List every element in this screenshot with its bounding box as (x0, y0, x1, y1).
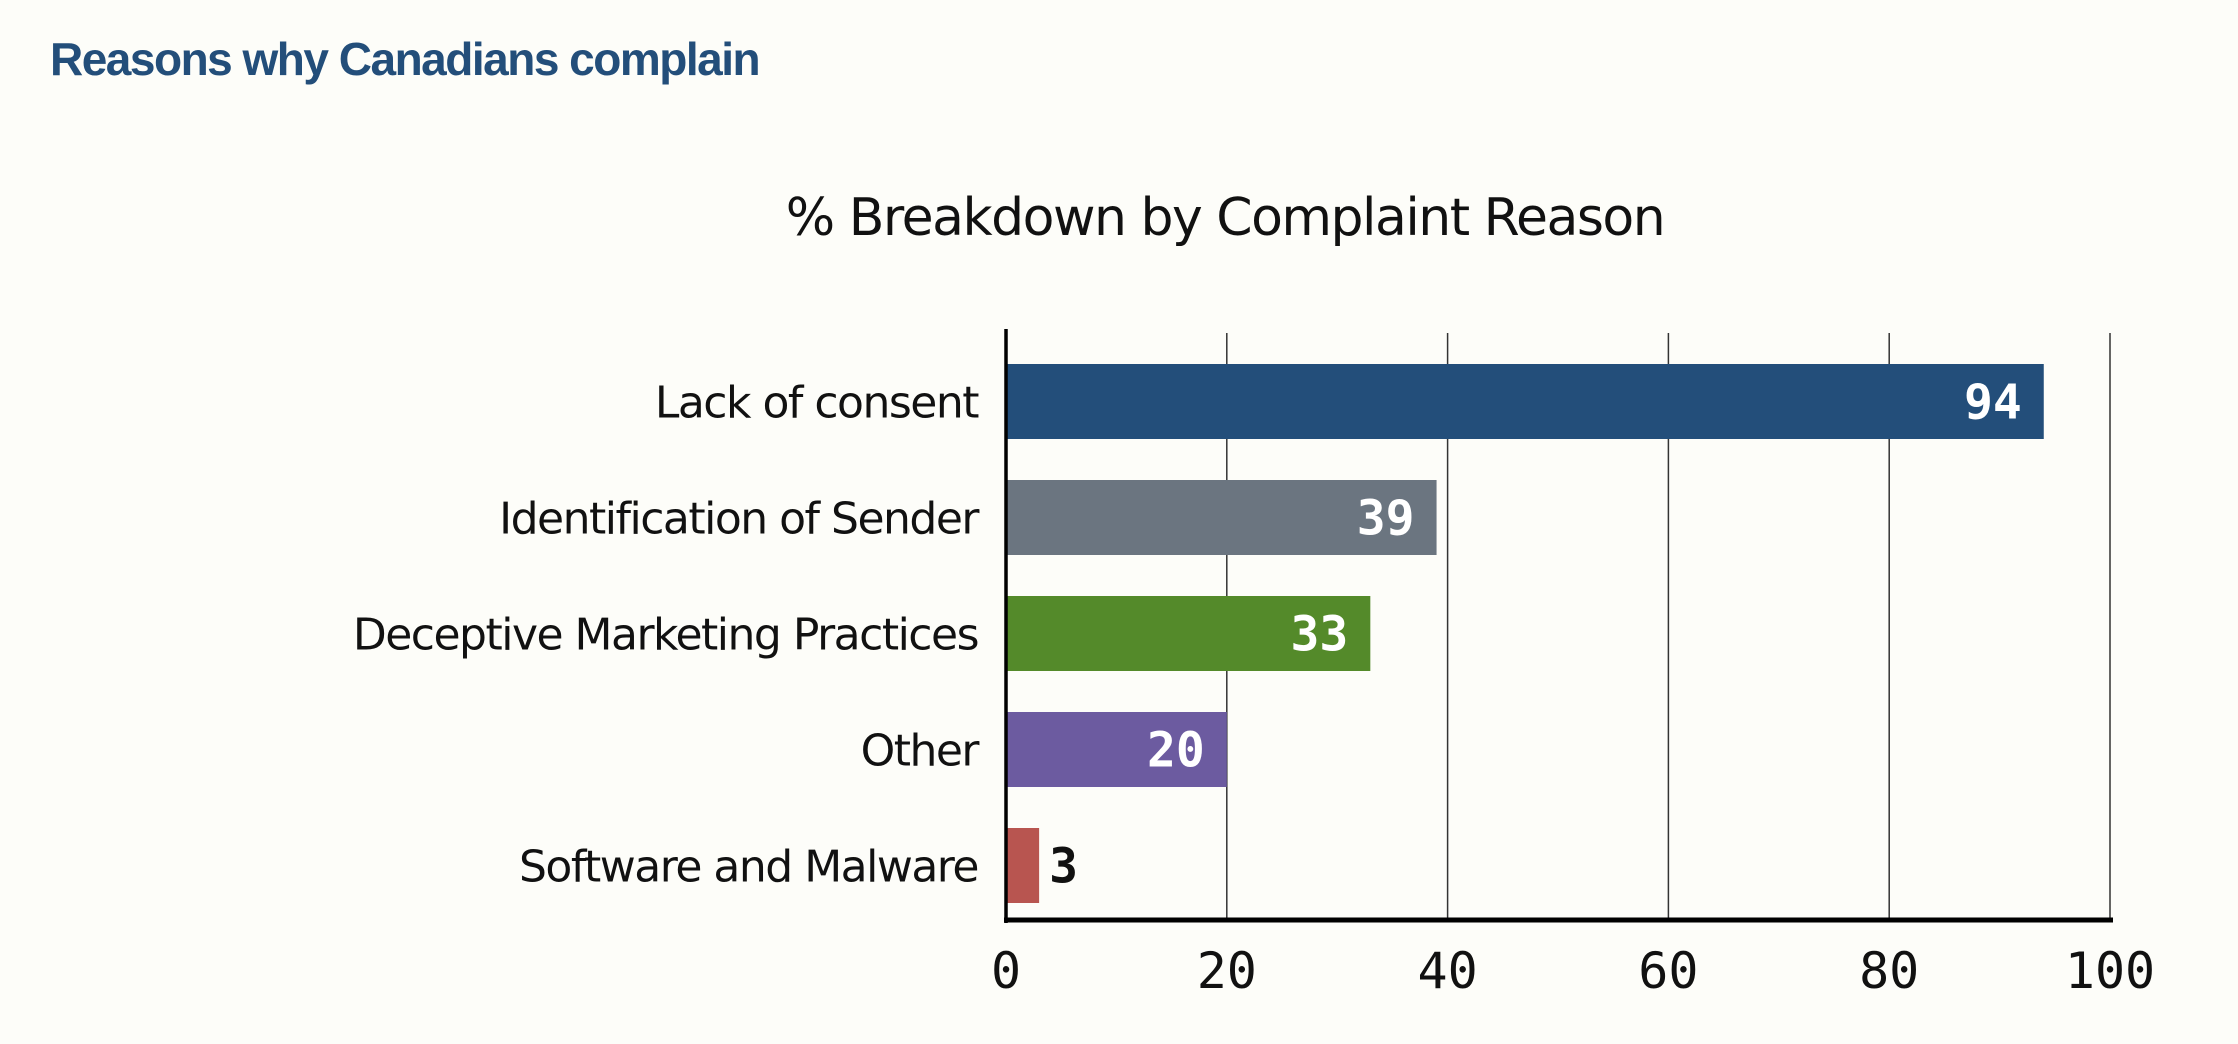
x-tick-label: 80 (1859, 942, 1919, 1000)
x-tick-label: 40 (1417, 942, 1477, 1000)
data-label: 94 (1964, 375, 2022, 431)
x-tick-label: 100 (2065, 942, 2155, 1000)
data-label: 3 (1049, 839, 1078, 895)
data-label: 20 (1147, 723, 1205, 779)
x-tick-label: 20 (1197, 942, 1257, 1000)
chart-title: % Breakdown by Complaint Reason (786, 188, 1664, 248)
bar (1006, 364, 2044, 439)
page-header-title: Reasons why Canadians complain (50, 33, 761, 85)
bar (1006, 596, 1371, 671)
data-label: 39 (1357, 491, 1415, 547)
category-label: Software and Malware (519, 842, 978, 893)
category-label: Other (861, 726, 981, 777)
category-label: Identification of Sender (499, 494, 980, 545)
x-tick-label: 60 (1638, 942, 1698, 1000)
data-label: 33 (1291, 607, 1349, 663)
category-label: Lack of consent (655, 378, 979, 429)
category-label: Deceptive Marketing Practices (353, 610, 978, 661)
bar (1006, 828, 1040, 903)
bar (1006, 712, 1227, 787)
x-tick-label: 0 (991, 942, 1021, 1000)
bar (1006, 480, 1437, 555)
